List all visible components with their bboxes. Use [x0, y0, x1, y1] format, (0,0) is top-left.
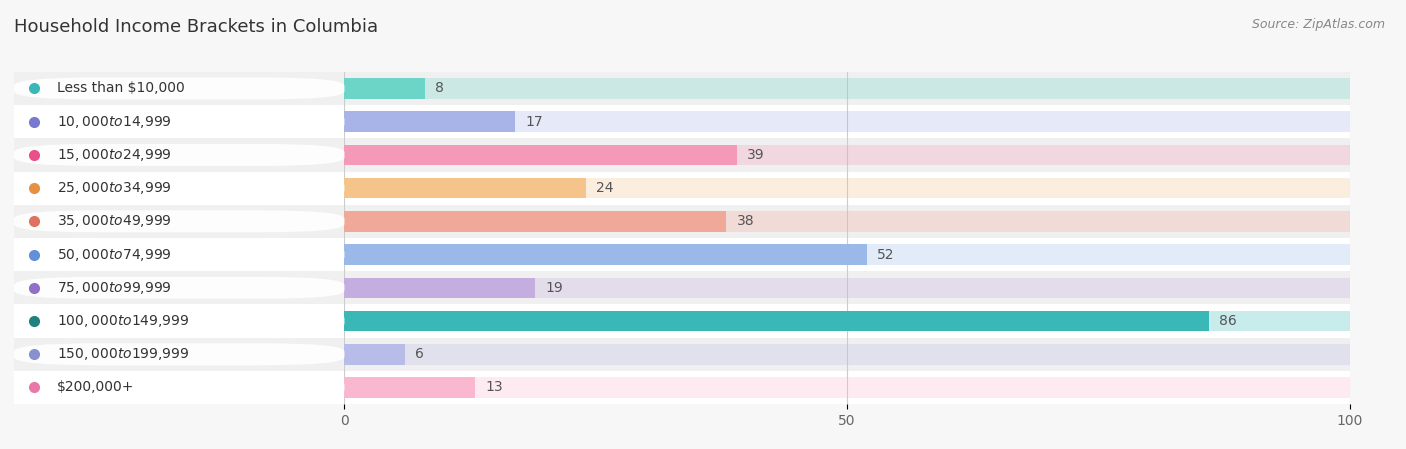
- Bar: [14, 271, 344, 304]
- Text: 17: 17: [526, 114, 543, 129]
- FancyBboxPatch shape: [14, 244, 344, 265]
- FancyBboxPatch shape: [14, 277, 344, 299]
- FancyBboxPatch shape: [14, 211, 344, 232]
- Bar: [344, 244, 1350, 265]
- Bar: [344, 311, 1350, 331]
- FancyBboxPatch shape: [14, 144, 344, 166]
- Text: 39: 39: [747, 148, 765, 162]
- FancyBboxPatch shape: [14, 310, 344, 332]
- Bar: [14, 338, 344, 371]
- Bar: [344, 377, 475, 398]
- Text: $75,000 to $99,999: $75,000 to $99,999: [58, 280, 172, 296]
- Text: $10,000 to $14,999: $10,000 to $14,999: [58, 114, 172, 130]
- Bar: [344, 145, 737, 165]
- Bar: [344, 78, 425, 99]
- Text: $15,000 to $24,999: $15,000 to $24,999: [58, 147, 172, 163]
- Bar: [14, 172, 344, 205]
- Text: $100,000 to $149,999: $100,000 to $149,999: [58, 313, 190, 329]
- FancyBboxPatch shape: [14, 111, 344, 132]
- FancyBboxPatch shape: [14, 377, 344, 398]
- Text: 86: 86: [1219, 314, 1237, 328]
- Text: 52: 52: [877, 247, 894, 262]
- Text: $200,000+: $200,000+: [58, 380, 135, 395]
- Bar: [344, 344, 405, 365]
- Bar: [344, 304, 1350, 338]
- Bar: [344, 271, 1350, 304]
- Bar: [344, 211, 1350, 232]
- Bar: [14, 238, 344, 271]
- Bar: [344, 172, 1350, 205]
- Text: 19: 19: [546, 281, 564, 295]
- Bar: [344, 111, 1350, 132]
- Bar: [344, 111, 516, 132]
- Bar: [344, 145, 1350, 165]
- Text: $150,000 to $199,999: $150,000 to $199,999: [58, 346, 190, 362]
- Bar: [344, 371, 1350, 404]
- Text: Less than $10,000: Less than $10,000: [58, 81, 184, 96]
- Bar: [14, 138, 344, 172]
- Text: $25,000 to $34,999: $25,000 to $34,999: [58, 180, 172, 196]
- Bar: [344, 72, 1350, 105]
- Bar: [344, 178, 586, 198]
- Text: $50,000 to $74,999: $50,000 to $74,999: [58, 247, 172, 263]
- Text: 8: 8: [434, 81, 444, 96]
- Bar: [344, 377, 1350, 398]
- Bar: [344, 344, 1350, 365]
- Text: Source: ZipAtlas.com: Source: ZipAtlas.com: [1251, 18, 1385, 31]
- Bar: [344, 277, 1350, 298]
- FancyBboxPatch shape: [14, 177, 344, 199]
- Bar: [14, 105, 344, 138]
- Bar: [344, 178, 1350, 198]
- Bar: [344, 338, 1350, 371]
- Text: 13: 13: [485, 380, 503, 395]
- Text: 24: 24: [596, 181, 613, 195]
- Bar: [344, 211, 727, 232]
- Bar: [14, 304, 344, 338]
- Bar: [344, 311, 1209, 331]
- Bar: [14, 371, 344, 404]
- Bar: [344, 244, 868, 265]
- Bar: [344, 205, 1350, 238]
- Bar: [344, 78, 1350, 99]
- Text: $35,000 to $49,999: $35,000 to $49,999: [58, 213, 172, 229]
- Text: 38: 38: [737, 214, 754, 229]
- Bar: [344, 238, 1350, 271]
- Bar: [344, 138, 1350, 172]
- Bar: [14, 72, 344, 105]
- Bar: [14, 205, 344, 238]
- Text: Household Income Brackets in Columbia: Household Income Brackets in Columbia: [14, 18, 378, 36]
- Text: 6: 6: [415, 347, 423, 361]
- Bar: [344, 105, 1350, 138]
- FancyBboxPatch shape: [14, 343, 344, 365]
- Bar: [344, 277, 536, 298]
- FancyBboxPatch shape: [14, 78, 344, 99]
